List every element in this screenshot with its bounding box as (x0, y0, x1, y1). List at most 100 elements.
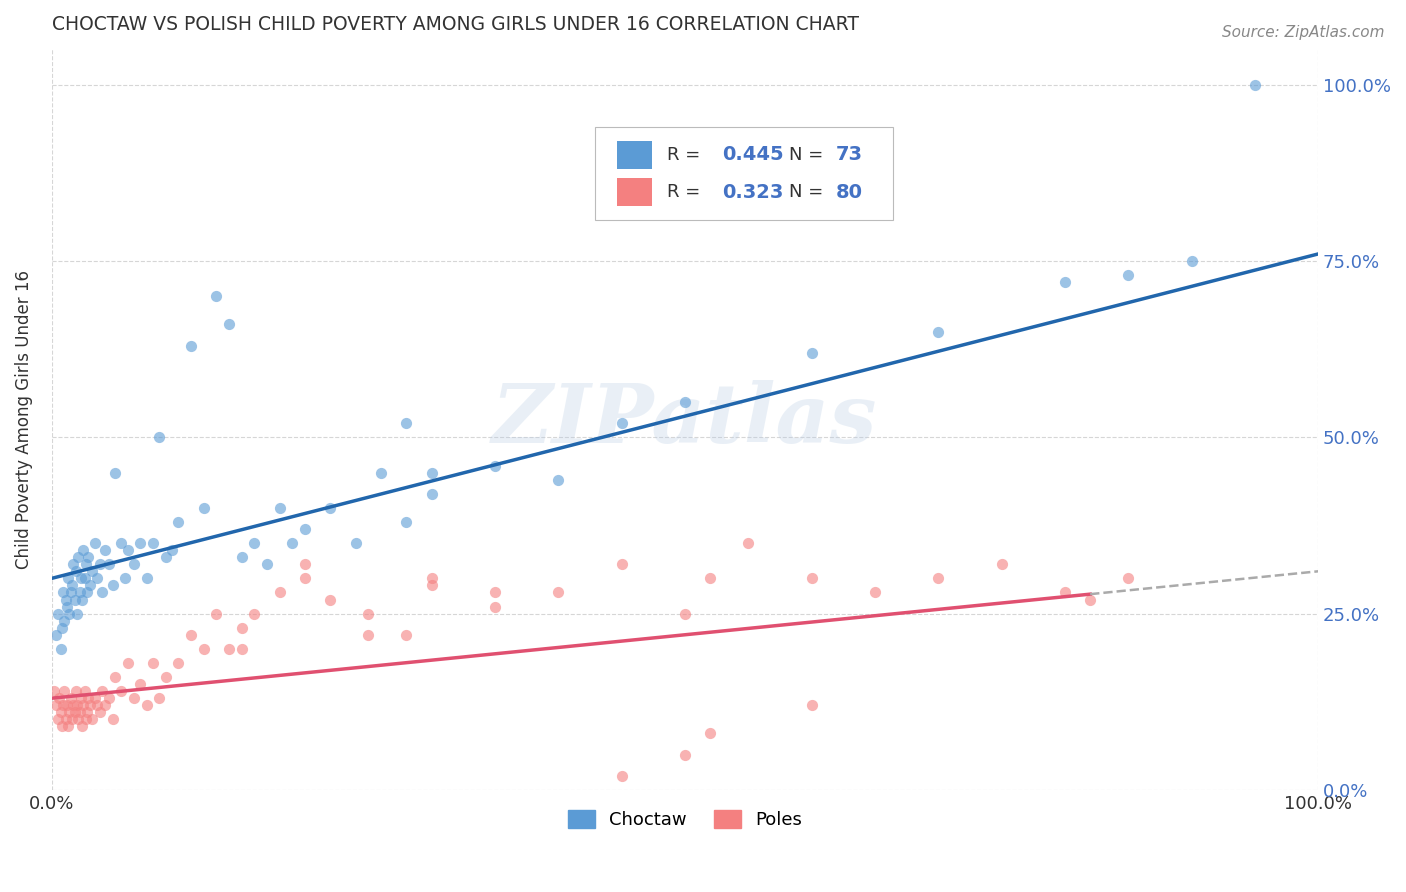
Point (52, 698, 75, 713)
Point (63, 706, 86, 720)
Point (46, 712, 69, 726)
Point (420, 571, 443, 585)
Point (547, 473, 569, 487)
Point (218, 641, 240, 656)
Point (58, 571, 80, 585)
Point (65, 564, 87, 578)
Point (63, 592, 86, 607)
Point (62, 558, 84, 572)
Point (62, 698, 84, 713)
Point (547, 585, 569, 599)
Point (1243, 78, 1265, 92)
Point (927, 571, 949, 585)
Point (699, 726, 721, 740)
Point (1116, 571, 1139, 585)
Point (73, 571, 96, 585)
Point (135, 698, 157, 713)
Point (243, 536, 266, 550)
Point (155, 670, 177, 684)
Point (610, 416, 633, 430)
Point (69, 585, 91, 599)
Point (117, 656, 139, 670)
Point (269, 500, 291, 515)
Point (104, 670, 127, 684)
Point (673, 747, 696, 762)
Point (56, 599, 79, 614)
Point (1053, 585, 1076, 599)
Point (256, 558, 278, 572)
Point (180, 338, 202, 352)
Text: 0.445: 0.445 (721, 145, 783, 164)
Point (193, 641, 215, 656)
Point (55, 712, 77, 726)
Point (86, 698, 108, 713)
Point (673, 395, 696, 409)
Legend: Choctaw, Poles: Choctaw, Poles (561, 803, 810, 837)
Point (94, 543, 117, 558)
Point (294, 558, 316, 572)
Point (79, 698, 101, 713)
Point (167, 515, 190, 529)
Point (97, 558, 120, 572)
Point (1078, 592, 1101, 607)
Point (357, 607, 380, 621)
Point (110, 684, 132, 698)
Point (75, 712, 97, 726)
Point (60, 712, 83, 726)
Point (484, 599, 506, 614)
Text: 80: 80 (835, 183, 863, 202)
Point (167, 656, 190, 670)
Point (990, 558, 1012, 572)
Point (48, 691, 70, 706)
Point (395, 515, 418, 529)
Point (69, 706, 91, 720)
Point (104, 466, 127, 480)
Point (863, 585, 886, 599)
Point (67, 550, 90, 565)
Point (294, 522, 316, 536)
Point (49, 706, 72, 720)
Point (673, 607, 696, 621)
Point (77, 550, 100, 565)
Point (67, 712, 90, 726)
Point (70, 719, 93, 733)
Point (94, 698, 117, 713)
Point (65, 684, 87, 698)
Point (122, 691, 145, 706)
Point (205, 289, 228, 303)
Text: CHOCTAW VS POLISH CHILD POVERTY AMONG GIRLS UNDER 16 CORRELATION CHART: CHOCTAW VS POLISH CHILD POVERTY AMONG GI… (52, 15, 859, 34)
Text: N =: N = (789, 183, 828, 202)
Point (148, 691, 170, 706)
Point (101, 578, 124, 592)
Point (51, 621, 73, 635)
Text: N =: N = (789, 145, 828, 164)
Point (269, 585, 291, 599)
Point (76, 706, 98, 720)
Point (70, 571, 93, 585)
Point (89, 706, 111, 720)
Point (180, 628, 202, 642)
Point (53, 614, 76, 628)
Point (927, 325, 949, 339)
Point (800, 345, 823, 359)
Point (66, 607, 89, 621)
Point (243, 607, 266, 621)
Point (72, 698, 94, 713)
Point (55, 592, 77, 607)
Point (60, 578, 83, 592)
Point (281, 536, 304, 550)
Point (319, 500, 342, 515)
Point (319, 592, 342, 607)
Point (82, 564, 104, 578)
Point (610, 769, 633, 783)
Text: R =: R = (668, 183, 706, 202)
Point (83, 536, 105, 550)
Point (205, 607, 228, 621)
Point (58, 706, 80, 720)
Point (1180, 254, 1202, 268)
Text: ZIPatlas: ZIPatlas (492, 380, 877, 459)
Point (117, 543, 139, 558)
Point (91, 684, 114, 698)
Point (52, 585, 75, 599)
Point (66, 698, 89, 713)
